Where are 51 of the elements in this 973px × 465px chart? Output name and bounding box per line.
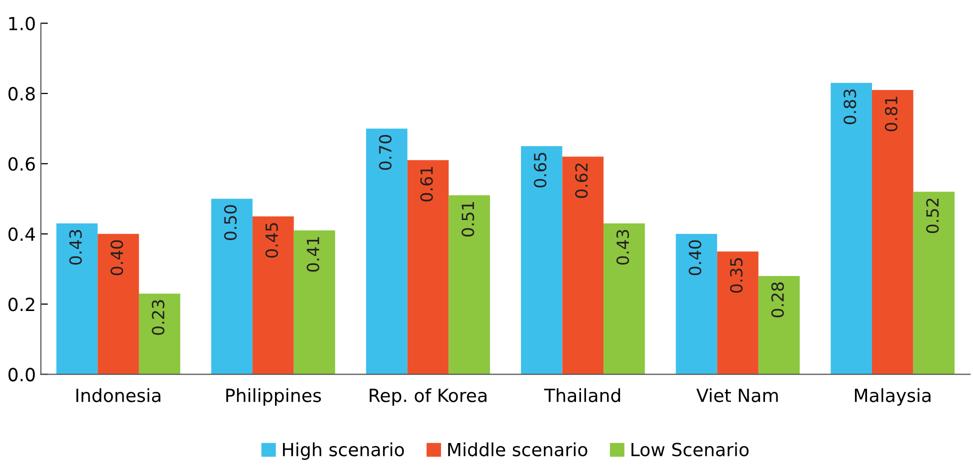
legend-label: Low Scenario	[632, 442, 749, 456]
data-label: 0.70	[378, 134, 392, 170]
bar	[448, 195, 490, 374]
x-tick-label: Malaysia	[854, 388, 930, 406]
bar	[520, 146, 562, 374]
legend-label: Middle scenario	[448, 442, 588, 456]
bar	[56, 223, 98, 374]
y-tick-label: 0.8	[8, 86, 35, 101]
y-tick-label: 0.2	[8, 298, 34, 312]
bar	[211, 198, 253, 374]
data-label: 0.40	[110, 240, 124, 276]
y-tick-label: 0.0	[8, 368, 35, 382]
data-label: 0.62	[575, 164, 588, 198]
data-label: 0.51	[462, 202, 474, 237]
y-tick-label: 0.4	[8, 227, 35, 242]
bar	[252, 216, 294, 374]
x-tick-label: Indonesia	[76, 388, 160, 402]
bar	[407, 160, 449, 374]
data-label: 0.65	[534, 152, 546, 188]
y-tick-label: 0.6	[8, 157, 35, 171]
data-label: 0.43	[69, 230, 82, 265]
data-label: 0.40	[688, 240, 702, 276]
data-label: 0.83	[844, 90, 856, 124]
y-tick-label: 1.0	[9, 16, 35, 30]
data-label: 0.81	[884, 96, 898, 132]
legend-label: High scenario	[283, 442, 404, 460]
bar	[676, 234, 718, 374]
bar	[913, 192, 955, 374]
bar	[758, 276, 800, 374]
x-tick-label: Philippines	[226, 388, 321, 406]
bar	[294, 230, 336, 374]
data-label: 0.43	[616, 230, 630, 265]
bar	[138, 294, 180, 374]
x-tick-label: Rep. of Korea	[370, 388, 486, 406]
x-tick-label: Viet Nam	[696, 388, 778, 402]
data-label: 0.23	[152, 300, 164, 335]
bar	[366, 128, 408, 374]
bar	[562, 156, 604, 374]
bar	[717, 251, 758, 374]
data-label: 0.45	[265, 223, 278, 258]
data-label: 0.41	[306, 237, 320, 272]
bar	[604, 223, 645, 374]
bar	[872, 90, 914, 374]
data-label: 0.28	[771, 282, 784, 318]
x-tick-label: Thailand	[544, 388, 620, 402]
bar	[830, 82, 872, 374]
data-label: 0.52	[926, 198, 939, 234]
data-label: 0.61	[420, 166, 433, 202]
data-label: 0.50	[224, 205, 237, 240]
bar	[98, 234, 139, 374]
data-label: 0.35	[730, 258, 743, 293]
